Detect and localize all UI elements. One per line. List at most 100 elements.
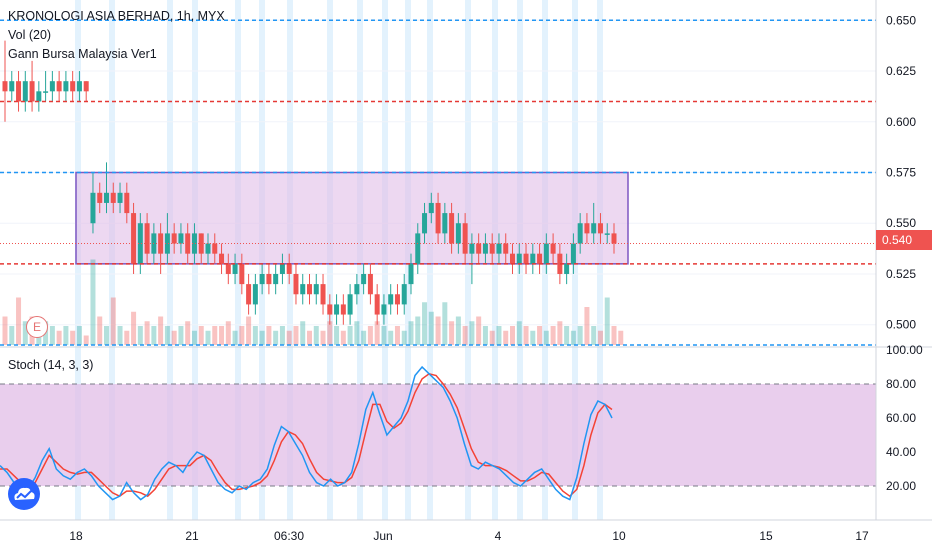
volume-bar: [137, 326, 143, 345]
stochastic-pane[interactable]: [0, 365, 876, 501]
tradingview-logo[interactable]: [8, 478, 40, 510]
candle-body: [530, 253, 536, 264]
candle-body: [381, 304, 387, 315]
volume-bar: [22, 321, 28, 345]
candle-body: [550, 243, 556, 254]
candle-body: [63, 81, 69, 92]
time-tick-label: 4: [495, 529, 502, 543]
candle-body: [76, 81, 82, 92]
volume-bar: [131, 311, 137, 345]
candle-body: [313, 284, 319, 295]
stoch-d-line: [0, 372, 613, 498]
volume-bar: [219, 326, 225, 345]
candle-body: [442, 213, 448, 234]
candle-body: [16, 81, 22, 102]
candle-body: [83, 81, 89, 92]
candle-body: [462, 223, 468, 254]
price-tick-label: 0.600: [886, 115, 916, 129]
candle-body: [415, 233, 421, 264]
volume-bar: [530, 330, 536, 345]
volume-bar: [557, 321, 563, 345]
symbol-legend[interactable]: KRONOLOGI ASIA BERHAD, 1h, MYX: [8, 9, 225, 23]
volume-bar: [56, 330, 62, 345]
time-tick-label: 06:30: [274, 529, 304, 543]
time-tick-label: 18: [69, 529, 83, 543]
volume-bar: [307, 330, 312, 345]
candle-body: [516, 253, 522, 264]
volume-bar: [63, 326, 69, 345]
candle-body: [611, 233, 617, 244]
stoch-tick-label: 60.00: [886, 411, 916, 425]
volume-bar: [435, 316, 441, 345]
volume-bar: [516, 321, 522, 345]
time-tick-label: 17: [855, 529, 869, 543]
candle-body: [307, 284, 312, 295]
candle-body: [354, 284, 360, 295]
candle-body: [584, 223, 590, 234]
candle-body: [286, 263, 292, 274]
volume-bar: [185, 321, 191, 345]
main-price-pane[interactable]: [0, 19, 876, 346]
volume-bar: [577, 326, 583, 345]
stoch-k-line: [0, 365, 613, 501]
time-tick-label: 15: [759, 529, 773, 543]
price-tick-label: 0.625: [886, 64, 916, 78]
volume-bar: [611, 326, 617, 345]
volume-bar: [489, 330, 495, 345]
candle-body: [225, 263, 231, 274]
volume-bar: [455, 316, 461, 345]
candle-body: [449, 213, 455, 244]
candle-body: [394, 294, 400, 305]
candle-body: [239, 263, 245, 285]
candle-body: [557, 253, 563, 274]
candle-body: [90, 192, 96, 224]
volume-bar: [117, 326, 123, 345]
volume-legend[interactable]: Vol (20): [8, 28, 52, 42]
candle-body: [22, 81, 28, 102]
volume-bar: [334, 326, 340, 345]
volume-bar: [300, 321, 306, 345]
volume-bar: [239, 326, 245, 345]
candle-body: [543, 243, 549, 264]
candle-body: [523, 253, 529, 264]
candle-body: [104, 192, 109, 203]
volume-bar: [205, 330, 211, 345]
indicator-legend[interactable]: Gann Bursa Malaysia Ver1: [8, 47, 157, 61]
current-price-label: 0.540: [876, 230, 932, 250]
candle-body: [110, 192, 116, 203]
volume-bar: [428, 311, 434, 345]
volume-bar: [83, 335, 89, 345]
candle-body: [164, 233, 170, 254]
candle-body: [212, 243, 218, 254]
candle-body: [70, 81, 76, 92]
candle-body: [367, 273, 373, 295]
time-tick-label: Jun: [373, 529, 392, 543]
volume-bar: [367, 326, 373, 345]
volume-bar: [225, 321, 231, 345]
candle-body: [279, 263, 285, 274]
candle-body: [591, 223, 597, 234]
earnings-badge[interactable]: E: [26, 316, 48, 338]
stoch-legend[interactable]: Stoch (14, 3, 3): [8, 358, 94, 372]
candle-body: [185, 233, 191, 254]
volume-bar: [442, 302, 448, 345]
volume-bar: [320, 330, 326, 345]
volume-bar: [2, 316, 8, 345]
candle-body: [124, 192, 130, 214]
volume-bar: [252, 326, 258, 345]
volume-bar: [286, 330, 292, 345]
volume-bar: [354, 321, 360, 345]
volume-bar: [503, 330, 509, 345]
candle-body: [171, 233, 177, 244]
candle-body: [56, 81, 62, 92]
volume-bar: [340, 330, 346, 345]
volume-bar: [313, 326, 319, 345]
candle-body: [191, 233, 197, 254]
candle-body: [564, 263, 570, 274]
candle-body: [158, 233, 164, 254]
price-tick-label: 0.550: [886, 216, 916, 230]
candle-body: [435, 202, 441, 234]
volume-bar: [104, 326, 109, 345]
volume-bar: [482, 326, 488, 345]
